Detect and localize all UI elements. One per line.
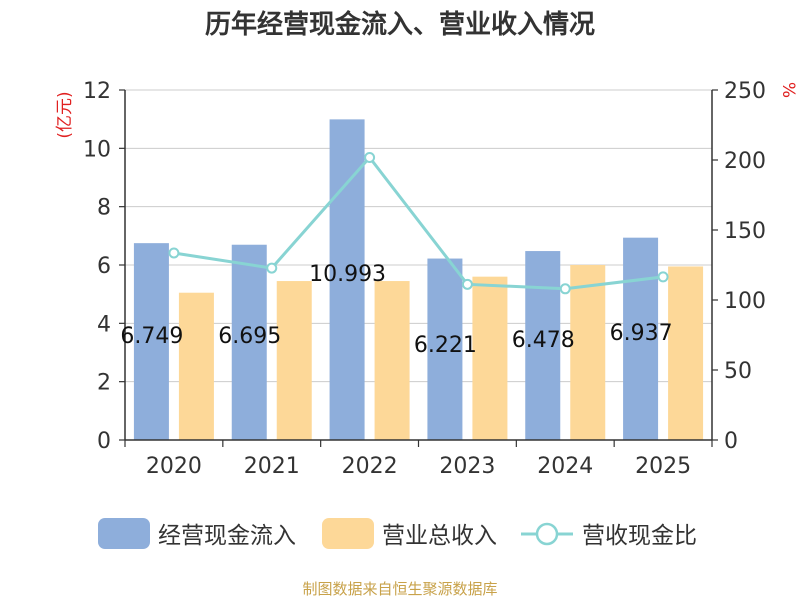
legend-label-revenue: 营业总收入 [382, 523, 497, 549]
bar-data-label: 6.221 [414, 333, 477, 358]
chart-title: 历年经营现金流入、营业收入情况 [204, 10, 595, 40]
bar-cash-inflow [231, 244, 267, 440]
left-tick-label: 8 [97, 196, 111, 221]
right-tick-label: 250 [724, 79, 766, 104]
bar-cash-inflow [427, 258, 463, 440]
right-axis-unit: % [778, 82, 798, 98]
legend-swatch-revenue [322, 518, 374, 549]
x-tick-label: 2022 [342, 454, 398, 479]
x-tick-label: 2023 [439, 454, 495, 479]
legend-label-ratio: 营收现金比 [582, 523, 697, 549]
left-tick-label: 10 [83, 137, 111, 162]
legend-swatch-cash-inflow [98, 518, 150, 549]
bar-data-label: 6.478 [512, 328, 575, 353]
ratio-point [461, 278, 473, 290]
left-tick-label: 4 [97, 312, 111, 337]
legend-label-cash-inflow: 经营现金流入 [158, 523, 296, 549]
x-tick-label: 2021 [244, 454, 300, 479]
ratio-point [364, 151, 376, 163]
ratio-line [173, 155, 664, 291]
ratio-point [168, 247, 180, 259]
ratio-point [657, 271, 669, 283]
x-tick-label: 2025 [635, 454, 691, 479]
bar-revenue [472, 276, 508, 440]
bar-data-label: 6.937 [610, 321, 673, 346]
x-tick-label: 2024 [537, 454, 593, 479]
x-tick-label: 2020 [146, 454, 202, 479]
left-axis-unit: (亿元) [55, 91, 75, 138]
bar-revenue [570, 265, 606, 440]
ratio-point [559, 283, 571, 295]
left-tick-label: 2 [97, 371, 111, 396]
left-tick-label: 12 [83, 79, 111, 104]
right-tick-label: 150 [724, 219, 766, 244]
bar-data-label: 6.695 [218, 324, 281, 349]
right-tick-label: 100 [724, 289, 766, 314]
bar-revenue [276, 281, 312, 440]
legend-swatch-ratio-marker [535, 522, 559, 546]
left-tick-label: 6 [97, 254, 111, 279]
source-credit: 制图数据来自恒生聚源数据库 [302, 580, 498, 598]
right-tick-label: 0 [724, 429, 738, 454]
ratio-point [266, 262, 278, 274]
bar-revenue [178, 292, 214, 440]
bar-cash-inflow [623, 237, 659, 440]
bar-revenue [668, 266, 704, 440]
right-tick-label: 200 [724, 149, 766, 174]
bar-data-label: 6.749 [120, 324, 183, 349]
bar-data-label: 10.993 [309, 262, 386, 287]
left-tick-label: 0 [97, 429, 111, 454]
bar-cash-inflow [133, 243, 169, 440]
bar-cash-inflow [329, 119, 365, 440]
right-tick-label: 50 [724, 359, 752, 384]
bar-revenue [374, 281, 410, 440]
bar-cash-inflow [525, 251, 561, 440]
